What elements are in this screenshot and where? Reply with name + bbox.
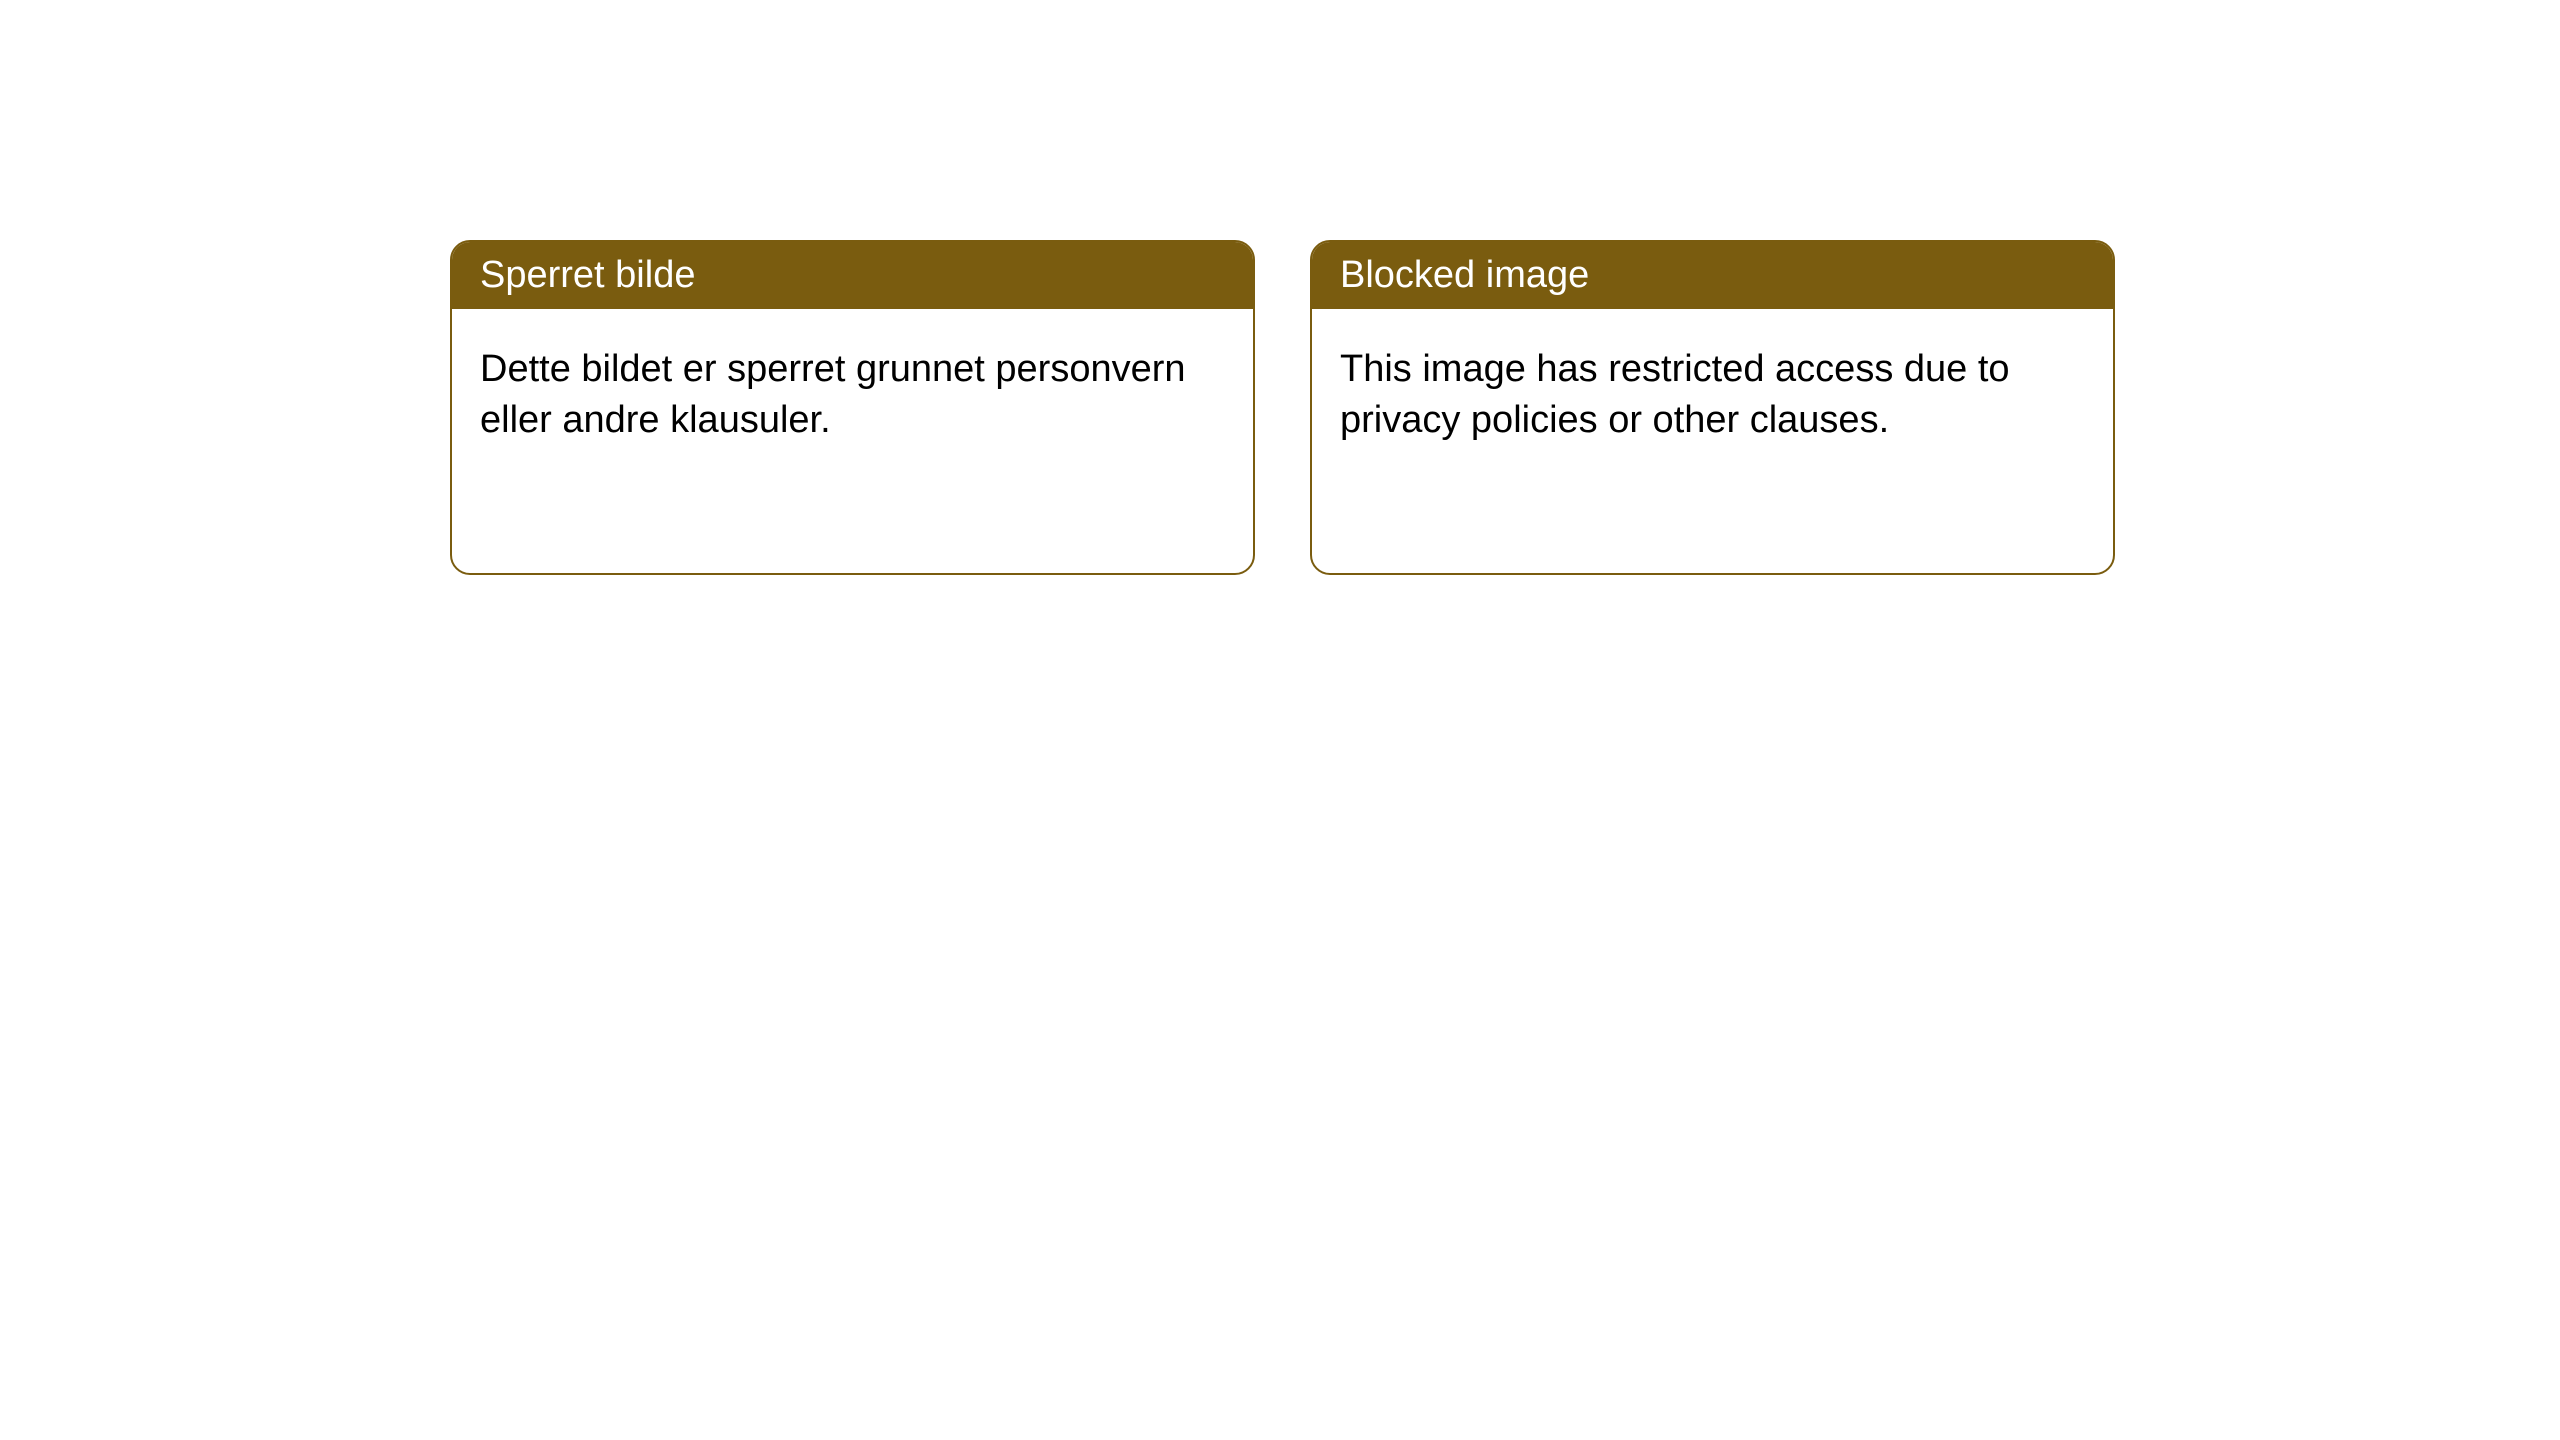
card-body-no: Dette bildet er sperret grunnet personve… [452,309,1253,482]
card-body-text-no: Dette bildet er sperret grunnet personve… [480,348,1186,441]
card-title-no: Sperret bilde [480,254,695,296]
card-header-en: Blocked image [1312,242,2113,309]
card-header-no: Sperret bilde [452,242,1253,309]
card-container: Sperret bilde Dette bildet er sperret gr… [450,240,2115,575]
card-body-en: This image has restricted access due to … [1312,309,2113,482]
card-body-text-en: This image has restricted access due to … [1340,348,2010,441]
card-title-en: Blocked image [1340,254,1589,296]
blocked-image-card-en: Blocked image This image has restricted … [1310,240,2115,575]
blocked-image-card-no: Sperret bilde Dette bildet er sperret gr… [450,240,1255,575]
